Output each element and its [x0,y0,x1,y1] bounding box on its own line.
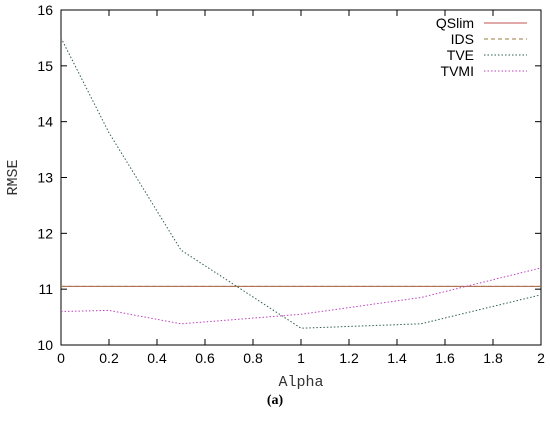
x-tick-label: 0 [57,350,65,366]
legend-label-tvmi: TVMI [441,63,474,79]
series-lines [60,37,542,329]
x-tick-label: 0.2 [99,350,119,366]
figure-caption: (a) [266,393,284,408]
y-tick-label: 12 [37,225,53,241]
x-tick-label: 1 [297,350,305,366]
x-axis-label: Alpha [278,374,323,390]
legend-label-tve: TVE [447,47,474,63]
axis-ticks: 0 0.2 0.4 0.6 0.8 1 1.2 1.4 1.6 1.8 2 10 11 12 13 14 15 1… [37,2,545,366]
y-axis-label: RMSE [5,159,22,195]
y-tick-label: 11 [38,281,53,297]
y-tick-label: 15 [37,58,53,74]
x-tick-label: 1.6 [435,350,455,366]
x-tick-label: 0.8 [243,350,263,366]
legend-label-qslim: QSlim [436,15,474,31]
y-tick-label: 13 [37,170,53,186]
y-tick-label: 14 [37,114,53,130]
x-tick-label: 1.8 [483,350,503,366]
rmse-vs-alpha-chart: 0 0.2 0.4 0.6 0.8 1 1.2 1.4 1.6 1.8 2 10 11 12 13 14 15 1… [5,2,545,390]
legend-label-ids: IDS [451,31,474,47]
series-line-tvmi [60,267,542,325]
x-tick-label: 1.2 [339,350,359,366]
x-tick-label: 0.6 [195,350,215,366]
y-tick-label: 16 [37,2,53,18]
y-tick-label: 10 [37,337,53,353]
series-line-tve [60,37,542,329]
x-tick-label: 1.4 [387,350,407,366]
x-tick-label: 0.4 [147,350,167,366]
x-tick-label: 2 [537,350,545,366]
